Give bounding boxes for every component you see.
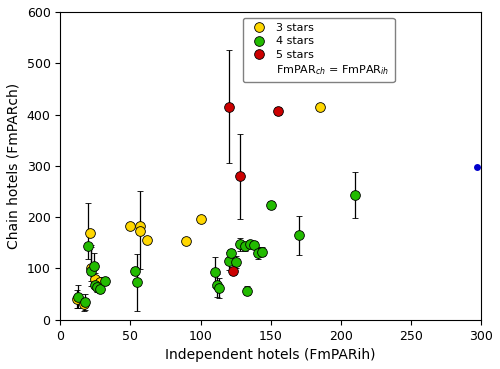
Legend: 3 stars, 4 stars, 5 stars, FmPAR$_{ch}$ = FmPAR$_{ih}$: 3 stars, 4 stars, 5 stars, FmPAR$_{ch}$ … (242, 17, 394, 82)
Y-axis label: Chain hotels (FmPARch): Chain hotels (FmPARch) (7, 83, 21, 249)
X-axis label: Independent hotels (FmPARih): Independent hotels (FmPARih) (166, 348, 376, 362)
